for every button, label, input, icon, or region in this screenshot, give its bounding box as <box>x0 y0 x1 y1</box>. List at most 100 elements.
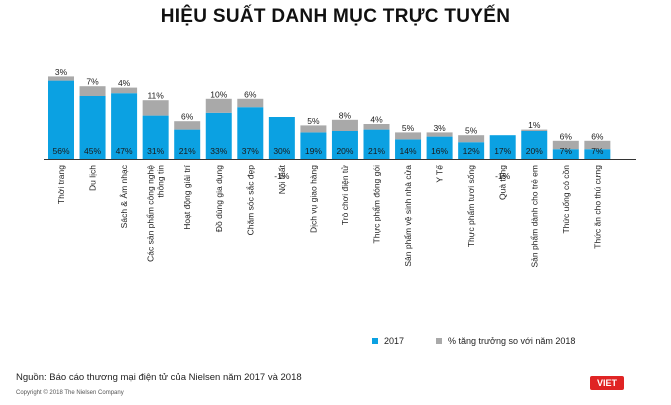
bar-growth <box>552 140 579 150</box>
bar-growth <box>395 132 422 140</box>
data-label-2017: 45% <box>84 146 101 156</box>
data-label-growth: -1% <box>495 171 511 181</box>
data-label-growth: 6% <box>591 131 604 141</box>
bar-growth <box>584 140 611 150</box>
data-label-2017: 33% <box>210 146 227 156</box>
bar-growth <box>300 125 327 133</box>
category-label: Sách & Âm nhạc <box>119 164 129 228</box>
category-label: Nội thất <box>277 164 287 194</box>
bar-growth <box>426 132 453 137</box>
data-label-growth: 10% <box>210 89 227 99</box>
category-label: Sản phẩm vệ sinh nhà cửa <box>403 165 413 267</box>
category-label: Thời trang <box>56 165 66 204</box>
viet-logo: VIET <box>590 376 624 390</box>
data-label-2017: 16% <box>431 146 448 156</box>
category-label: Chăm sóc sắc đẹp <box>245 165 255 236</box>
bar-growth <box>174 121 201 130</box>
bar-2017 <box>489 135 516 159</box>
bar-growth <box>237 98 264 108</box>
bar-2017 <box>79 96 106 159</box>
data-label-2017: 7% <box>591 146 604 156</box>
bar-2017 <box>300 132 327 159</box>
data-label-2017: 56% <box>52 146 69 156</box>
data-label-growth: 8% <box>339 110 352 120</box>
data-label-2017: 31% <box>147 146 164 156</box>
category-label: Quà tặng <box>498 165 508 200</box>
bar-2017 <box>584 149 611 159</box>
data-label-growth: 11% <box>147 91 164 101</box>
bar-2017 <box>142 115 169 159</box>
data-label-2017: 19% <box>305 146 322 156</box>
data-label-growth: 1% <box>528 120 541 130</box>
bar-growth <box>48 76 74 81</box>
category-label: Đồ dùng gia dụng <box>214 165 224 232</box>
data-label-growth: 7% <box>86 77 99 87</box>
bar-2017 <box>205 112 232 159</box>
data-label-growth: 6% <box>181 112 194 122</box>
bar-2017 <box>363 129 390 159</box>
category-label: Thức uống có cồn <box>561 165 571 234</box>
bar-2017 <box>426 136 453 159</box>
data-label-2017: 20% <box>336 146 353 156</box>
legend-item-growth: % tăng trưởng so với năm 2018 <box>436 336 575 346</box>
data-label-2017: 20% <box>526 146 543 156</box>
category-label: Thực phẩm tươi sống <box>466 165 476 247</box>
data-label-2017: 37% <box>242 146 259 156</box>
category-label: thông tin <box>156 165 166 198</box>
data-label-growth: 4% <box>118 78 131 88</box>
bar-growth <box>521 129 548 131</box>
legend-label-growth: % tăng trưởng so với năm 2018 <box>448 336 576 346</box>
data-label-2017: 7% <box>560 146 573 156</box>
bar-2017 <box>268 117 295 159</box>
data-label-2017: 17% <box>494 146 511 156</box>
data-label-2017: 30% <box>273 146 290 156</box>
category-label: Y Tế <box>435 165 445 183</box>
data-label-growth: 5% <box>307 116 320 126</box>
page-title: HIỆU SUẤT DANH MỤC TRỰC TUYẾN <box>160 6 511 27</box>
bar-2017 <box>552 149 579 159</box>
data-label-growth: -1% <box>274 171 290 181</box>
data-label-growth: 3% <box>55 67 68 77</box>
data-label-2017: 47% <box>116 146 133 156</box>
bar-2017 <box>111 93 138 159</box>
data-label-2017: 21% <box>179 146 196 156</box>
data-label-growth: 4% <box>370 115 383 125</box>
legend-swatch-2017 <box>372 338 378 344</box>
legend-label-2017: 2017 <box>384 336 405 346</box>
category-label: Du lịch <box>88 165 98 191</box>
data-label-growth: 6% <box>560 131 573 141</box>
bar-2017 <box>237 107 264 159</box>
category-label: Trò chơi điện tử <box>340 165 350 225</box>
legend-item-2017: 2017 <box>372 336 404 346</box>
copyright-note: Copyright © 2018 The Nielsen Company <box>16 390 124 396</box>
bar-growth <box>331 119 358 131</box>
data-label-2017: 12% <box>463 146 480 156</box>
bar-2017 <box>48 80 74 159</box>
category-label: Dịch vụ giao hàng <box>308 165 318 233</box>
legend-swatch-growth <box>436 338 442 344</box>
data-label-growth: 3% <box>433 123 446 133</box>
bar-2017 <box>521 131 548 159</box>
category-label: Thức ăn cho thú cưng <box>592 165 602 249</box>
category-label: Các sản phẩm công nghệ <box>146 165 156 262</box>
bar-2017 <box>174 129 201 159</box>
data-label-2017: 14% <box>400 146 417 156</box>
source-note: Nguồn: Báo cáo thương mại điện tử của Ni… <box>16 372 302 383</box>
category-label: Thực phẩm đóng gói <box>372 165 382 244</box>
category-label: Sản phẩm dành cho trẻ em <box>529 165 539 268</box>
bar-growth <box>458 135 485 143</box>
data-label-growth: 5% <box>465 126 478 136</box>
data-label-2017: 21% <box>368 146 385 156</box>
bar-growth <box>111 87 138 94</box>
data-label-growth: 5% <box>402 123 415 133</box>
bar-growth <box>142 100 169 116</box>
bar-2017 <box>331 131 358 159</box>
bar-growth <box>79 86 106 96</box>
data-label-growth: 6% <box>244 89 257 99</box>
bar-growth <box>363 124 390 130</box>
bar-2017 <box>395 139 422 159</box>
bar-2017 <box>458 142 485 159</box>
category-label: Hoạt động giải trí <box>182 164 192 229</box>
bar-growth <box>205 98 232 113</box>
